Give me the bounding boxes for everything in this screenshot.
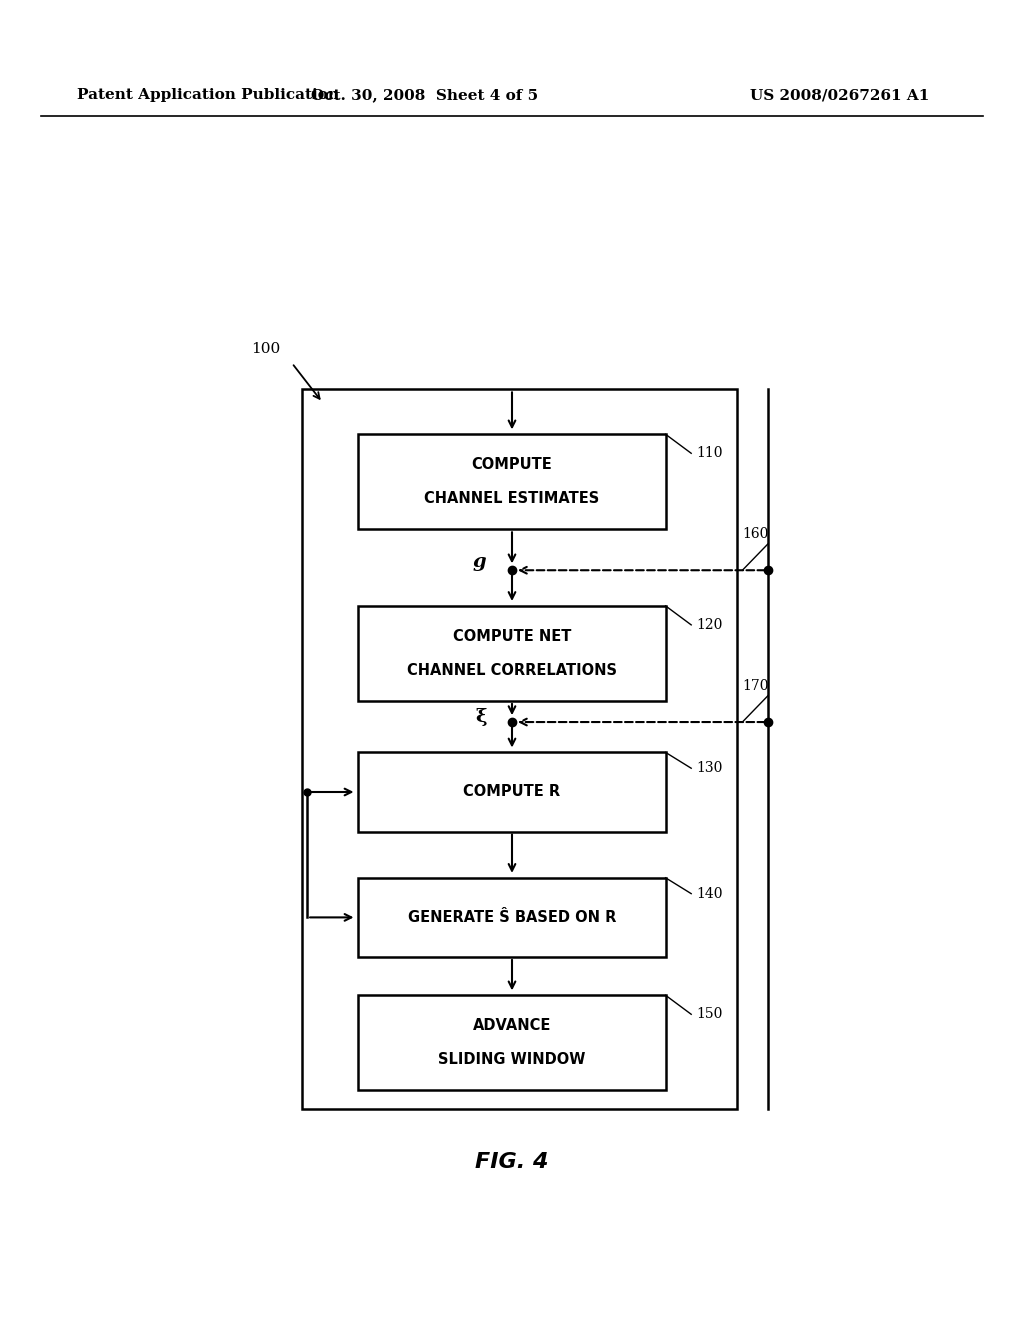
Text: ξ: ξ (475, 708, 486, 726)
Text: Oct. 30, 2008  Sheet 4 of 5: Oct. 30, 2008 Sheet 4 of 5 (311, 88, 539, 102)
Text: 170: 170 (742, 678, 769, 693)
Text: 150: 150 (696, 1007, 723, 1022)
Text: 160: 160 (742, 527, 769, 541)
Text: COMPUTE NET: COMPUTE NET (453, 628, 571, 644)
Text: COMPUTE R: COMPUTE R (464, 784, 560, 800)
Text: FIG. 4: FIG. 4 (475, 1151, 549, 1172)
Bar (302, 389, 737, 1109)
Bar (358, 995, 666, 1090)
Text: 140: 140 (696, 887, 723, 900)
Text: 100: 100 (251, 342, 281, 356)
Bar (358, 434, 666, 529)
Text: 130: 130 (696, 762, 723, 775)
Bar (358, 878, 666, 957)
Bar (358, 752, 666, 832)
Text: US 2008/0267261 A1: US 2008/0267261 A1 (750, 88, 930, 102)
Text: SLIDING WINDOW: SLIDING WINDOW (438, 1052, 586, 1068)
Text: 110: 110 (696, 446, 723, 461)
Text: g: g (473, 553, 486, 572)
Text: 120: 120 (696, 618, 723, 632)
Text: COMPUTE: COMPUTE (472, 457, 552, 473)
Text: CHANNEL ESTIMATES: CHANNEL ESTIMATES (424, 491, 600, 507)
Text: CHANNEL CORRELATIONS: CHANNEL CORRELATIONS (407, 663, 617, 678)
Text: Patent Application Publication: Patent Application Publication (77, 88, 339, 102)
Text: ADVANCE: ADVANCE (473, 1018, 551, 1034)
Bar (358, 606, 666, 701)
Text: GENERATE Ŝ BASED ON R: GENERATE Ŝ BASED ON R (408, 909, 616, 925)
